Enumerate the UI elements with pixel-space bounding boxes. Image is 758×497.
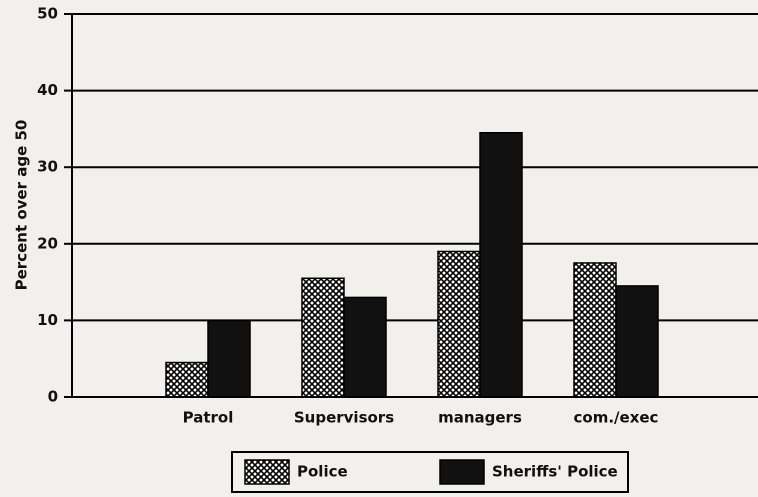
y-axis-label: Percent over age 50	[13, 120, 31, 291]
y-tick-label: 20	[37, 234, 58, 252]
bar	[165, 361, 209, 398]
x-tick-label: com./exec	[574, 409, 659, 427]
y-tick-label: 50	[37, 5, 58, 23]
bar	[573, 262, 617, 398]
bar	[479, 131, 523, 398]
bar	[437, 250, 481, 398]
x-tick-label: Patrol	[183, 409, 234, 427]
bar	[301, 277, 345, 398]
legend-label: Police	[297, 463, 348, 481]
bar	[615, 285, 659, 398]
y-tick-label: 30	[37, 158, 58, 176]
legend-swatch	[244, 459, 290, 485]
x-tick-label: managers	[438, 409, 522, 427]
y-tick-label: 10	[37, 311, 58, 329]
legend-box	[231, 451, 629, 493]
legend-label: Sheriffs' Police	[492, 463, 618, 481]
y-tick-label: 40	[37, 81, 58, 99]
legend-swatch	[439, 459, 485, 485]
x-tick-label: Supervisors	[294, 409, 394, 427]
bar	[343, 296, 387, 398]
bar	[207, 319, 251, 398]
y-tick-label: 0	[48, 388, 58, 406]
